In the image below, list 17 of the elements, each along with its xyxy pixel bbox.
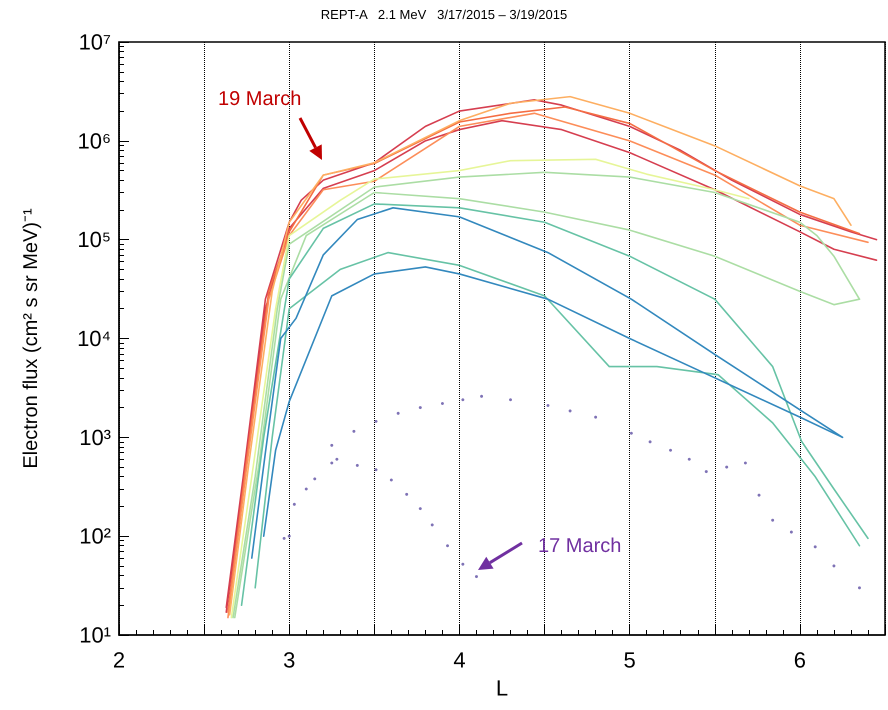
x-tick-label: 6 — [794, 648, 806, 672]
annotation: 17 March — [538, 535, 622, 557]
y-tick-label: 10⁵ — [77, 227, 111, 252]
y-tick-label: 10⁶ — [77, 128, 111, 154]
x-tick-label: 3 — [283, 648, 296, 672]
x-axis-title: L — [496, 676, 508, 700]
y-tick-label: 10¹ — [79, 622, 111, 648]
y-tick-label: 10³ — [79, 424, 111, 450]
y-axis-title: Electron flux (cm² s sr MeV)⁻¹ — [20, 208, 42, 469]
x-tick-label: 5 — [624, 648, 636, 672]
y-tick-label: 10² — [79, 524, 111, 549]
x-tick-label: 4 — [453, 648, 466, 672]
chart-title: REPT-A 2.1 MeV 3/17/2015 – 3/19/2015 — [320, 7, 568, 22]
x-tick-label: 2 — [112, 648, 126, 672]
y-tick-label: 10⁷ — [78, 30, 112, 54]
annotation: 19 March — [218, 88, 302, 110]
y-tick-label: 10⁴ — [77, 326, 111, 351]
